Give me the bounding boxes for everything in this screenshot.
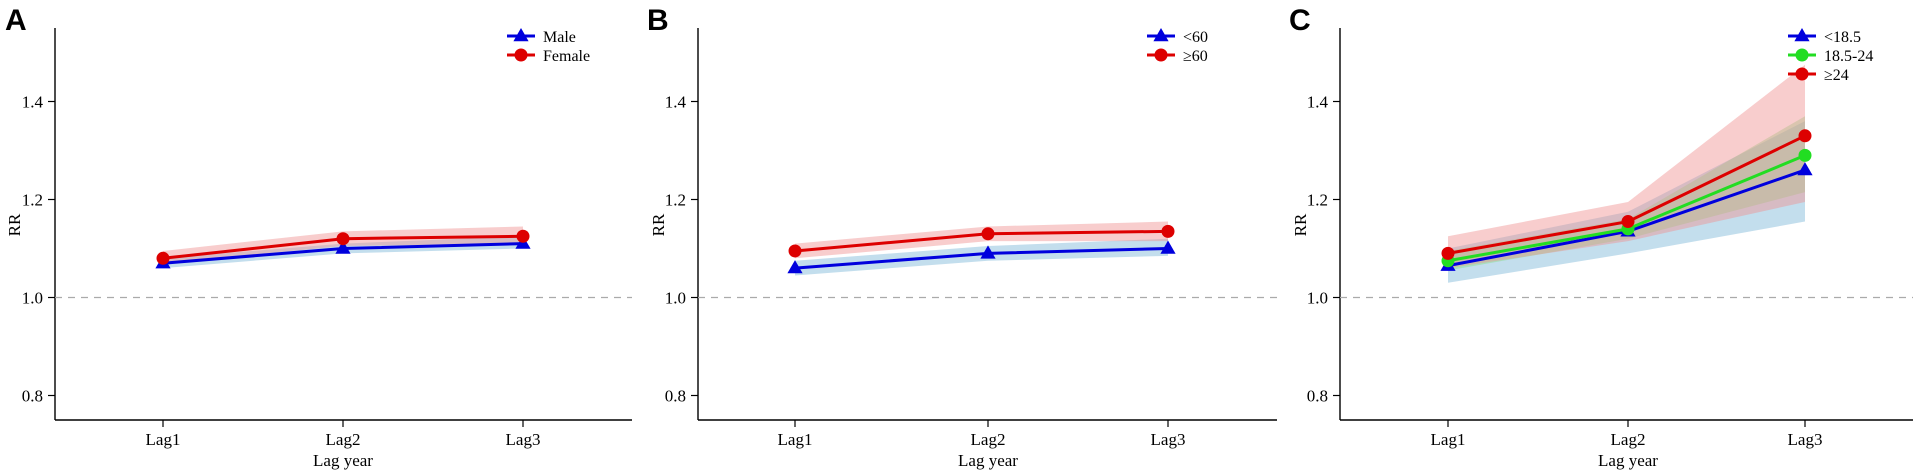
panel-c-legend-swatch-marker xyxy=(1794,28,1810,42)
panel-a-y-tick-label: 1.4 xyxy=(22,93,44,112)
panel-c-ci-band-0 xyxy=(1448,121,1805,283)
panel-c: C RR Lag year 0.8 1.0 1.2 1.4 Lag1 Lag2 Lag3 <1… xyxy=(1289,4,1913,470)
panel-b-legend-swatch-marker xyxy=(1153,28,1169,42)
panel-c-legend-label: ≥24 xyxy=(1824,67,1849,84)
panel-b-legend-label: ≥60 xyxy=(1183,48,1208,65)
panel-b-legend-swatch-marker xyxy=(1154,48,1168,62)
panel-a-data-point xyxy=(336,232,350,246)
panel-b-x-axis-title: Lag year xyxy=(958,451,1018,470)
panel-b-data-point xyxy=(1160,240,1176,254)
panel-a-data-point xyxy=(156,251,170,265)
panel-c-ci-band-2 xyxy=(1448,64,1805,269)
panel-c-x-tick-label: Lag3 xyxy=(1788,430,1823,449)
panel-c-y-tick-label: 1.0 xyxy=(1307,289,1328,308)
panel-b-y-axis-title: RR xyxy=(649,213,668,236)
panel-c-data-point xyxy=(1798,148,1812,162)
panel-c-legend: <18.5 18.5-24 ≥24 xyxy=(1788,28,1873,84)
panel-c-data-point xyxy=(1797,162,1813,176)
panel-b-data-point xyxy=(788,244,802,258)
panel-c-y-axis-title: RR xyxy=(1291,213,1310,236)
panel-a-data-point xyxy=(335,240,351,254)
panel-a-x-axis-title: Lag year xyxy=(313,451,373,470)
panel-a-legend: Male Female xyxy=(507,28,590,65)
panel-a: A RR Lag year 0.8 1.0 1.2 1.4 Lag1 Lag2 Lag3 Ma… xyxy=(5,4,632,470)
panel-a-y-tick-label: 1.0 xyxy=(22,289,43,308)
panel-a-y-tick-label: 1.2 xyxy=(22,191,43,210)
panel-a-legend-swatch-marker xyxy=(514,48,528,62)
panel-c-x-tick-label: Lag2 xyxy=(1611,430,1646,449)
panel-a-y-tick-label: 0.8 xyxy=(22,387,43,406)
panel-a-x-tick-label: Lag1 xyxy=(146,430,181,449)
panel-b-x-tick-label: Lag2 xyxy=(971,430,1006,449)
panel-b-y-tick-label: 1.0 xyxy=(665,289,686,308)
panel-a-data-point xyxy=(516,229,530,243)
panel-b-label: B xyxy=(647,4,669,37)
panel-b-data-point xyxy=(1161,224,1175,238)
panel-c-legend-swatch-marker xyxy=(1795,48,1809,62)
panel-b-data-point xyxy=(981,227,995,241)
panel-b-legend: <60≥60 xyxy=(1147,28,1208,65)
panel-b-data-point xyxy=(787,260,803,274)
panel-b-data-point xyxy=(980,245,996,259)
panel-a-plot-area: 0.8 1.0 1.2 1.4 Lag1 Lag2 Lag3 Male Female xyxy=(22,28,632,449)
panel-b-y-tick-label: 0.8 xyxy=(665,387,686,406)
panel-c-y-tick-label: 1.2 xyxy=(1307,191,1328,210)
panel-b-y-tick-label: 1.4 xyxy=(665,93,687,112)
panel-c-y-tick-label: 0.8 xyxy=(1307,387,1328,406)
panel-b-legend-label: <60 xyxy=(1183,29,1208,46)
panel-c-data-point xyxy=(1441,246,1455,260)
panel-a-label: A xyxy=(5,4,27,37)
panel-c-x-axis-title: Lag year xyxy=(1598,451,1658,470)
panel-c-y-tick-label: 1.4 xyxy=(1307,93,1329,112)
panel-b: B RR Lag year 0.8 1.0 1.2 1.4 Lag1 Lag2 Lag3 <6… xyxy=(647,4,1277,470)
panel-c-data-point xyxy=(1798,129,1812,143)
panel-b-x-tick-label: Lag3 xyxy=(1151,430,1186,449)
panel-b-y-tick-label: 1.2 xyxy=(665,191,686,210)
panel-c-legend-swatch-marker xyxy=(1795,67,1809,81)
panel-a-legend-label: Female xyxy=(543,48,590,65)
panel-a-legend-swatch-marker xyxy=(513,28,529,42)
panel-b-x-tick-label: Lag1 xyxy=(778,430,813,449)
panel-c-label: C xyxy=(1289,4,1311,37)
panel-a-legend-label: Male xyxy=(543,29,576,46)
panel-a-y-axis-title: RR xyxy=(5,213,24,236)
panel-c-x-tick-label: Lag1 xyxy=(1431,430,1466,449)
panel-b-ci-band-1 xyxy=(795,221,1168,259)
panel-c-legend-label: 18.5-24 xyxy=(1824,48,1873,65)
panel-c-data-point xyxy=(1621,215,1635,229)
panel-c-plot-area: 0.8 1.0 1.2 1.4 Lag1 Lag2 Lag3 <18.5 18.5-24 ≥24 xyxy=(1307,28,1913,449)
panel-c-legend-label: <18.5 xyxy=(1824,29,1861,46)
panel-a-x-tick-label: Lag3 xyxy=(506,430,541,449)
panel-a-x-tick-label: Lag2 xyxy=(326,430,361,449)
